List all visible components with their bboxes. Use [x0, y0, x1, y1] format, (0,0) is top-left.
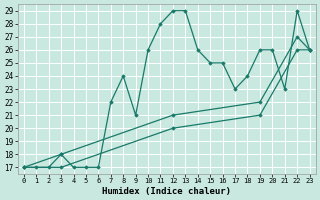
X-axis label: Humidex (Indice chaleur): Humidex (Indice chaleur): [102, 187, 231, 196]
